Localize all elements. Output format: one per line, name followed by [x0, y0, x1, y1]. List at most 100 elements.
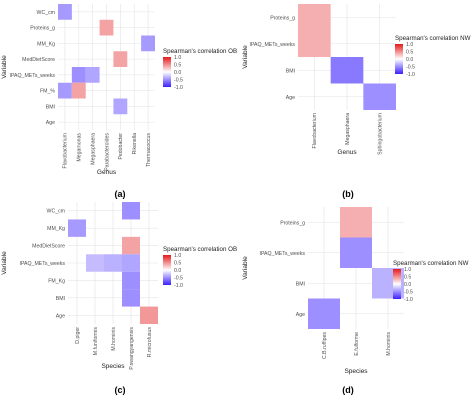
heatmap-cell	[140, 306, 158, 324]
legend-tick-label: -0.5	[174, 275, 183, 281]
y-axis-title: Variable	[1, 55, 8, 79]
x-tick-label: Parabacteroides	[104, 133, 110, 171]
legend-tick-label: 0.0	[174, 70, 181, 76]
legend-tick-label: 0.5	[174, 260, 181, 266]
y-axis-title: Variable	[1, 251, 8, 275]
legend-tick-label: 0.0	[174, 268, 181, 274]
x-tick-label: R.microfusus	[147, 327, 153, 358]
legend-title: Spearman's correlation OB	[163, 48, 237, 55]
y-tick-label: Age	[56, 313, 65, 319]
x-tick-label: M.hominis	[386, 332, 392, 356]
heatmap-cell	[85, 67, 100, 83]
heatmap-cell	[122, 271, 140, 290]
panel-label: (d)	[342, 385, 354, 395]
legend-tick-label: 1.0	[174, 253, 181, 259]
x-tick-label: M.funiformis	[93, 327, 99, 356]
x-tick-label: Megasphaera	[90, 133, 96, 165]
legend-tick-label: 0.5	[404, 274, 411, 280]
y-tick-label: Proteins_g	[30, 26, 55, 32]
y-tick-label: BMI	[56, 296, 65, 302]
legend-title: Spearman's correlation NW	[395, 35, 471, 42]
legend-colorbar	[395, 44, 403, 74]
y-tick-label: IPAQ_METs_weeks	[10, 73, 56, 79]
heatmap-cell	[58, 4, 72, 20]
legend-tick-label: 0.0	[406, 57, 413, 63]
heatmap-cell	[104, 254, 122, 272]
legend-tick-label: -0.5	[404, 289, 413, 295]
legend-tick-label: 0.5	[406, 49, 413, 55]
legend-tick-label: -1.0	[406, 72, 415, 78]
heatmap-cell	[71, 82, 86, 99]
x-tick-label: Flavobacterium	[312, 113, 318, 148]
heatmap-cell	[71, 67, 86, 83]
heatmap-cell	[122, 254, 140, 272]
y-tick-label: MM_Kg	[47, 226, 65, 232]
x-tick-label: Rikenella	[132, 133, 138, 154]
x-tick-label: Flavobacterium	[63, 133, 69, 168]
legend-tick-label: 1.0	[174, 55, 181, 61]
y-tick-label: WC_cm	[47, 209, 65, 215]
y-axis-title: Variable	[242, 256, 249, 280]
legend-title: Spearman's correlation OB	[163, 246, 237, 253]
x-tick-label: C.B.ruffipes	[322, 332, 328, 359]
panel-label: (a)	[115, 189, 126, 199]
legend-tick-label: -0.5	[174, 77, 183, 83]
legend-tick-label: -1.0	[404, 297, 413, 303]
y-tick-label: IPAQ_METs_weeks	[20, 261, 66, 267]
y-tick-label: MedDietScore	[22, 57, 55, 63]
heatmap-cell	[330, 57, 364, 84]
heatmap-cell	[340, 207, 372, 238]
heatmap-cell	[308, 298, 340, 329]
y-tick-label: MM_Kg	[37, 41, 55, 47]
panel-4: Proteins_g IPAQ_METs_weeks BMI Age C.B.ruffi…	[242, 207, 469, 395]
x-axis-title: Species	[344, 368, 368, 375]
y-tick-label: BMI	[286, 68, 295, 74]
x-axis-title: Genus	[337, 149, 357, 156]
legend-tick-label: 1.0	[404, 267, 411, 273]
legend-colorbar	[393, 269, 401, 299]
y-tick-label: Age	[296, 312, 305, 318]
heatmap-cell	[113, 98, 128, 115]
x-tick-label: M.hominis	[111, 327, 117, 351]
x-tick-label: P.swangyangensis	[129, 327, 135, 370]
panel-1: WC_cm Proteins_g MM_Kg MedDietScore IPAQ_MET…	[1, 4, 237, 199]
legend-tick-label: -1.0	[174, 283, 183, 289]
y-tick-label: FM_Kg	[48, 278, 65, 284]
heatmap-cell	[298, 4, 331, 31]
heatmap-cell	[99, 19, 114, 36]
x-tick-label: Thermacoccus	[146, 133, 152, 167]
heatmap-cell	[340, 237, 372, 268]
legend-tick-label: -1.0	[174, 85, 183, 91]
x-tick-label: Sphingobacterium	[377, 113, 383, 155]
x-tick-label: E.fulforme	[354, 332, 360, 356]
panel-label: (c)	[115, 385, 126, 395]
y-tick-label: Age	[46, 120, 55, 126]
legend-title: Spearman's correlation NW	[393, 260, 469, 267]
legend-colorbar	[163, 255, 171, 285]
heatmap-cell	[122, 236, 140, 255]
y-axis-title: Variable	[242, 45, 249, 69]
y-tick-label: WC_cm	[37, 10, 55, 16]
x-tick-label: Megasphaera	[345, 113, 351, 145]
x-axis-title: Genus	[97, 169, 117, 176]
y-tick-label: MedDietScore	[32, 244, 65, 250]
legend-tick-label: -0.5	[406, 64, 415, 70]
panel-label: (b)	[342, 189, 354, 199]
panel-2: Proteins_g IPAQ_METs_weeks BMI Age Flavobact…	[242, 4, 471, 199]
heatmap-cell	[141, 35, 155, 52]
y-tick-label: FM_%	[40, 89, 55, 95]
heatmap-cell	[363, 83, 396, 110]
legend-colorbar	[163, 57, 171, 87]
y-tick-label: Proteins_g	[280, 220, 305, 226]
panel-3: WC_cm MM_Kg MedDietScore IPAQ_METs_weeks FM_…	[1, 202, 237, 395]
legend-tick-label: 0.0	[404, 282, 411, 288]
legend-tick-label: 0.5	[174, 62, 181, 68]
heatmap-cell	[298, 30, 331, 57]
y-tick-label: IPAQ_METs_weeks	[250, 42, 296, 48]
x-tick-label: Megamonas	[77, 133, 83, 162]
heatmap-cell	[122, 202, 140, 220]
x-axis-title: Species	[101, 363, 125, 370]
y-tick-label: Proteins_g	[270, 15, 295, 21]
